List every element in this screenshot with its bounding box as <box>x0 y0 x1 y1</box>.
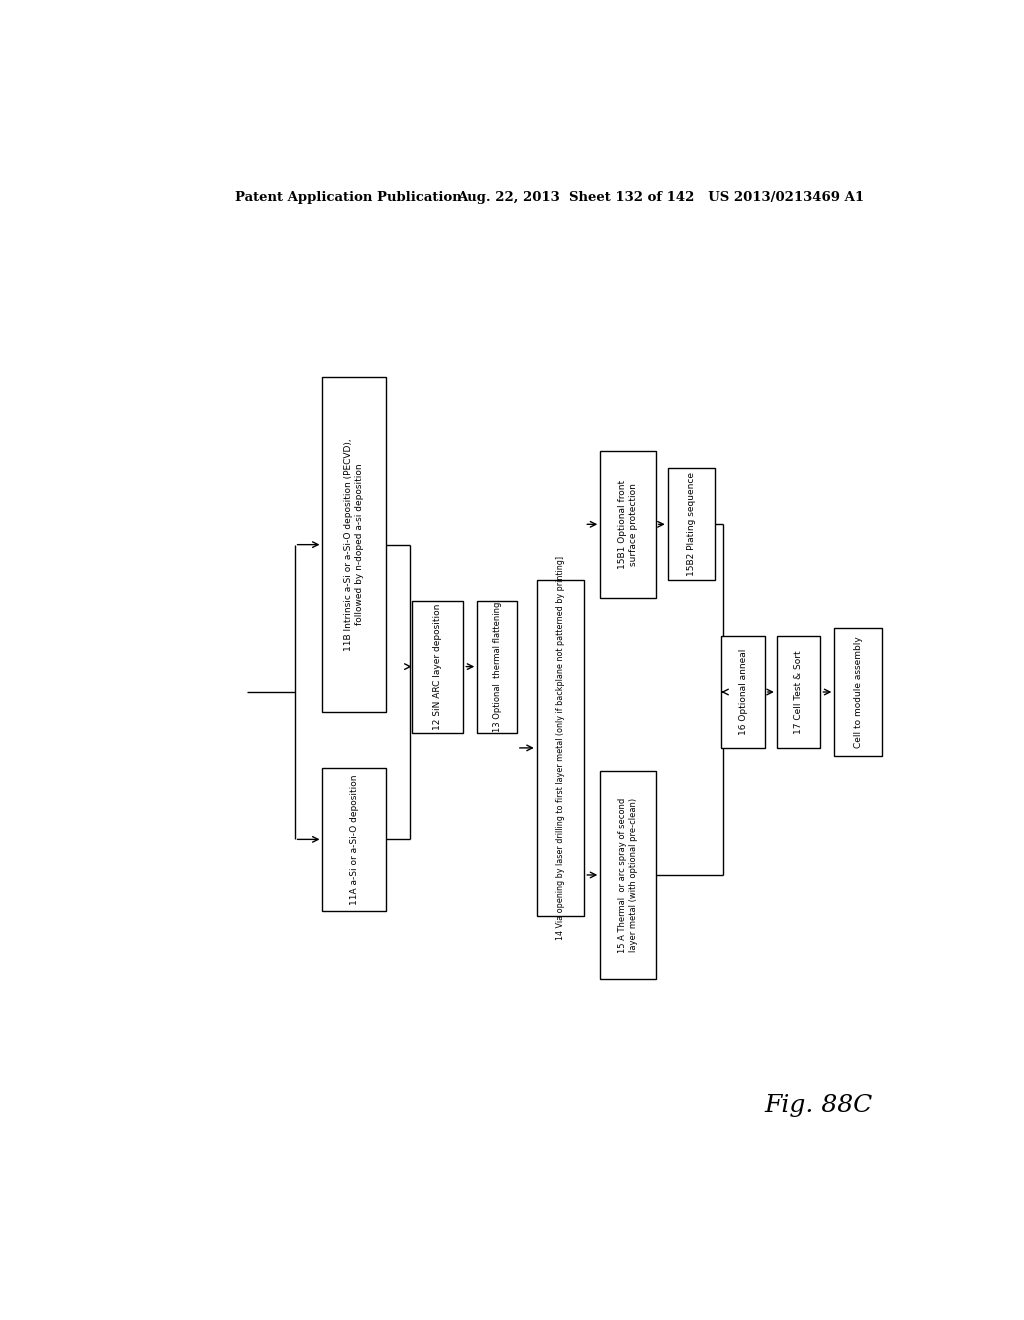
Text: 11B Intrinsic a-Si or a-Si-O deposition (PECVD),
followed by n-doped a-si deposi: 11B Intrinsic a-Si or a-Si-O deposition … <box>344 438 364 651</box>
Text: 17 Cell Test & Sort: 17 Cell Test & Sort <box>794 651 803 734</box>
Text: Patent Application Publication: Patent Application Publication <box>236 190 462 203</box>
Bar <box>412 601 463 733</box>
Bar <box>777 636 820 748</box>
Text: Fig. 88C: Fig. 88C <box>764 1094 872 1117</box>
Bar <box>537 581 585 916</box>
Text: 13 Optional  thermal flattening: 13 Optional thermal flattening <box>493 602 502 731</box>
Bar <box>668 469 715 581</box>
Text: Cell to module assembly: Cell to module assembly <box>854 636 862 748</box>
Bar <box>721 636 765 748</box>
Text: 12 SiN ARC layer deposition: 12 SiN ARC layer deposition <box>433 603 442 730</box>
Bar <box>600 771 655 979</box>
Text: 16 Optional anneal: 16 Optional anneal <box>738 649 748 735</box>
Text: 14 Via opening by laser drilling to first layer metal (only if backplane not pat: 14 Via opening by laser drilling to firs… <box>556 556 565 940</box>
Text: 15B1 Optional front
surface protection: 15B1 Optional front surface protection <box>618 479 638 569</box>
Bar <box>835 628 882 755</box>
Text: 15B2 Plating sequence: 15B2 Plating sequence <box>687 473 696 577</box>
Bar <box>323 378 386 713</box>
Text: 11A a-Si or a-Si-O deposition: 11A a-Si or a-Si-O deposition <box>349 774 358 904</box>
Text: 15 A Thermal  or arc spray of second
layer metal (with optional pre-clean): 15 A Thermal or arc spray of second laye… <box>618 797 638 953</box>
Bar <box>600 450 655 598</box>
Bar <box>323 768 386 911</box>
Bar <box>477 601 517 733</box>
Text: Aug. 22, 2013  Sheet 132 of 142   US 2013/0213469 A1: Aug. 22, 2013 Sheet 132 of 142 US 2013/0… <box>458 190 864 203</box>
